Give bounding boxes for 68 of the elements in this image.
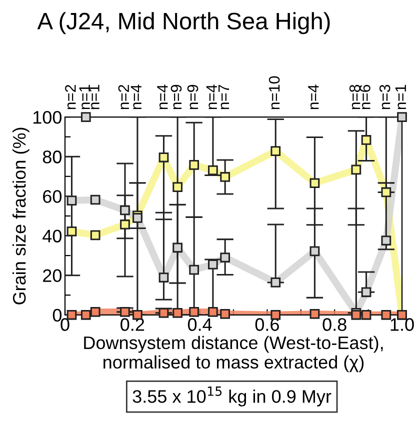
- point: [80, 112, 91, 122]
- point: [189, 307, 199, 317]
- y-axis-title: Grain size fraction (%): [12, 128, 30, 304]
- point: [120, 205, 130, 216]
- point: [361, 287, 372, 298]
- point: [158, 152, 169, 162]
- text: n=4: [130, 84, 142, 110]
- point: [208, 165, 218, 176]
- point: [220, 308, 230, 319]
- y-tick-label: 100: [33, 110, 62, 124]
- text: n=7: [218, 84, 230, 110]
- text: 3.55 x 10$^{15}$ kg in 0.9 Myr: [132, 386, 332, 406]
- text: n=8: [349, 84, 360, 110]
- point: [172, 242, 182, 253]
- text: n=1: [88, 84, 100, 110]
- x-axis-title: Downsystem distance (West-to-East), normalised to mass extracted (χ): [84, 336, 383, 372]
- text: n=2: [118, 84, 129, 110]
- point: [397, 112, 407, 122]
- text: n=1: [395, 84, 406, 110]
- y-tick-label: 20: [43, 269, 62, 282]
- text: n=10: [268, 76, 280, 110]
- text: n=3: [379, 84, 390, 110]
- point: [351, 164, 362, 175]
- text: n=4: [157, 84, 168, 110]
- y-tick-label: 60: [43, 190, 62, 203]
- point: [381, 236, 392, 246]
- point: [208, 307, 218, 317]
- text: n=9: [170, 84, 182, 110]
- point: [120, 220, 130, 230]
- point: [90, 230, 100, 240]
- chart-title: A (J24, Mid North Sea High): [37, 12, 330, 34]
- point: [361, 310, 372, 320]
- point: [381, 310, 392, 320]
- point: [90, 307, 100, 317]
- text: n=2: [65, 84, 76, 110]
- point: [90, 194, 100, 205]
- point: [310, 246, 320, 256]
- y-tick-label: 40: [42, 230, 62, 242]
- point: [189, 160, 199, 170]
- x-tick-label: 1.0: [390, 318, 414, 331]
- point: [172, 308, 182, 318]
- point: [361, 135, 372, 145]
- text: n=6: [360, 84, 370, 110]
- point: [310, 178, 320, 188]
- point: [158, 308, 169, 318]
- point: [189, 264, 199, 275]
- point: [220, 252, 230, 262]
- y-tick-label: 80: [42, 150, 62, 164]
- point: [220, 172, 230, 182]
- point: [310, 308, 320, 319]
- point: [66, 196, 77, 206]
- point: [208, 260, 218, 270]
- y-tick-label: 0: [52, 308, 62, 322]
- text: n=9: [187, 84, 198, 110]
- text: n=4: [206, 84, 217, 110]
- point: [66, 226, 77, 236]
- x-tick-label: 0.8: [322, 318, 346, 331]
- text: n=4: [308, 84, 319, 110]
- x-tick-label: 0.4: [188, 318, 212, 331]
- point: [120, 307, 130, 317]
- point: [132, 213, 142, 223]
- point: [381, 187, 392, 198]
- point: [172, 182, 182, 192]
- text: n=1: [79, 84, 90, 110]
- point: [270, 146, 281, 156]
- point: [80, 310, 91, 320]
- point: [158, 272, 169, 282]
- point: [270, 278, 281, 288]
